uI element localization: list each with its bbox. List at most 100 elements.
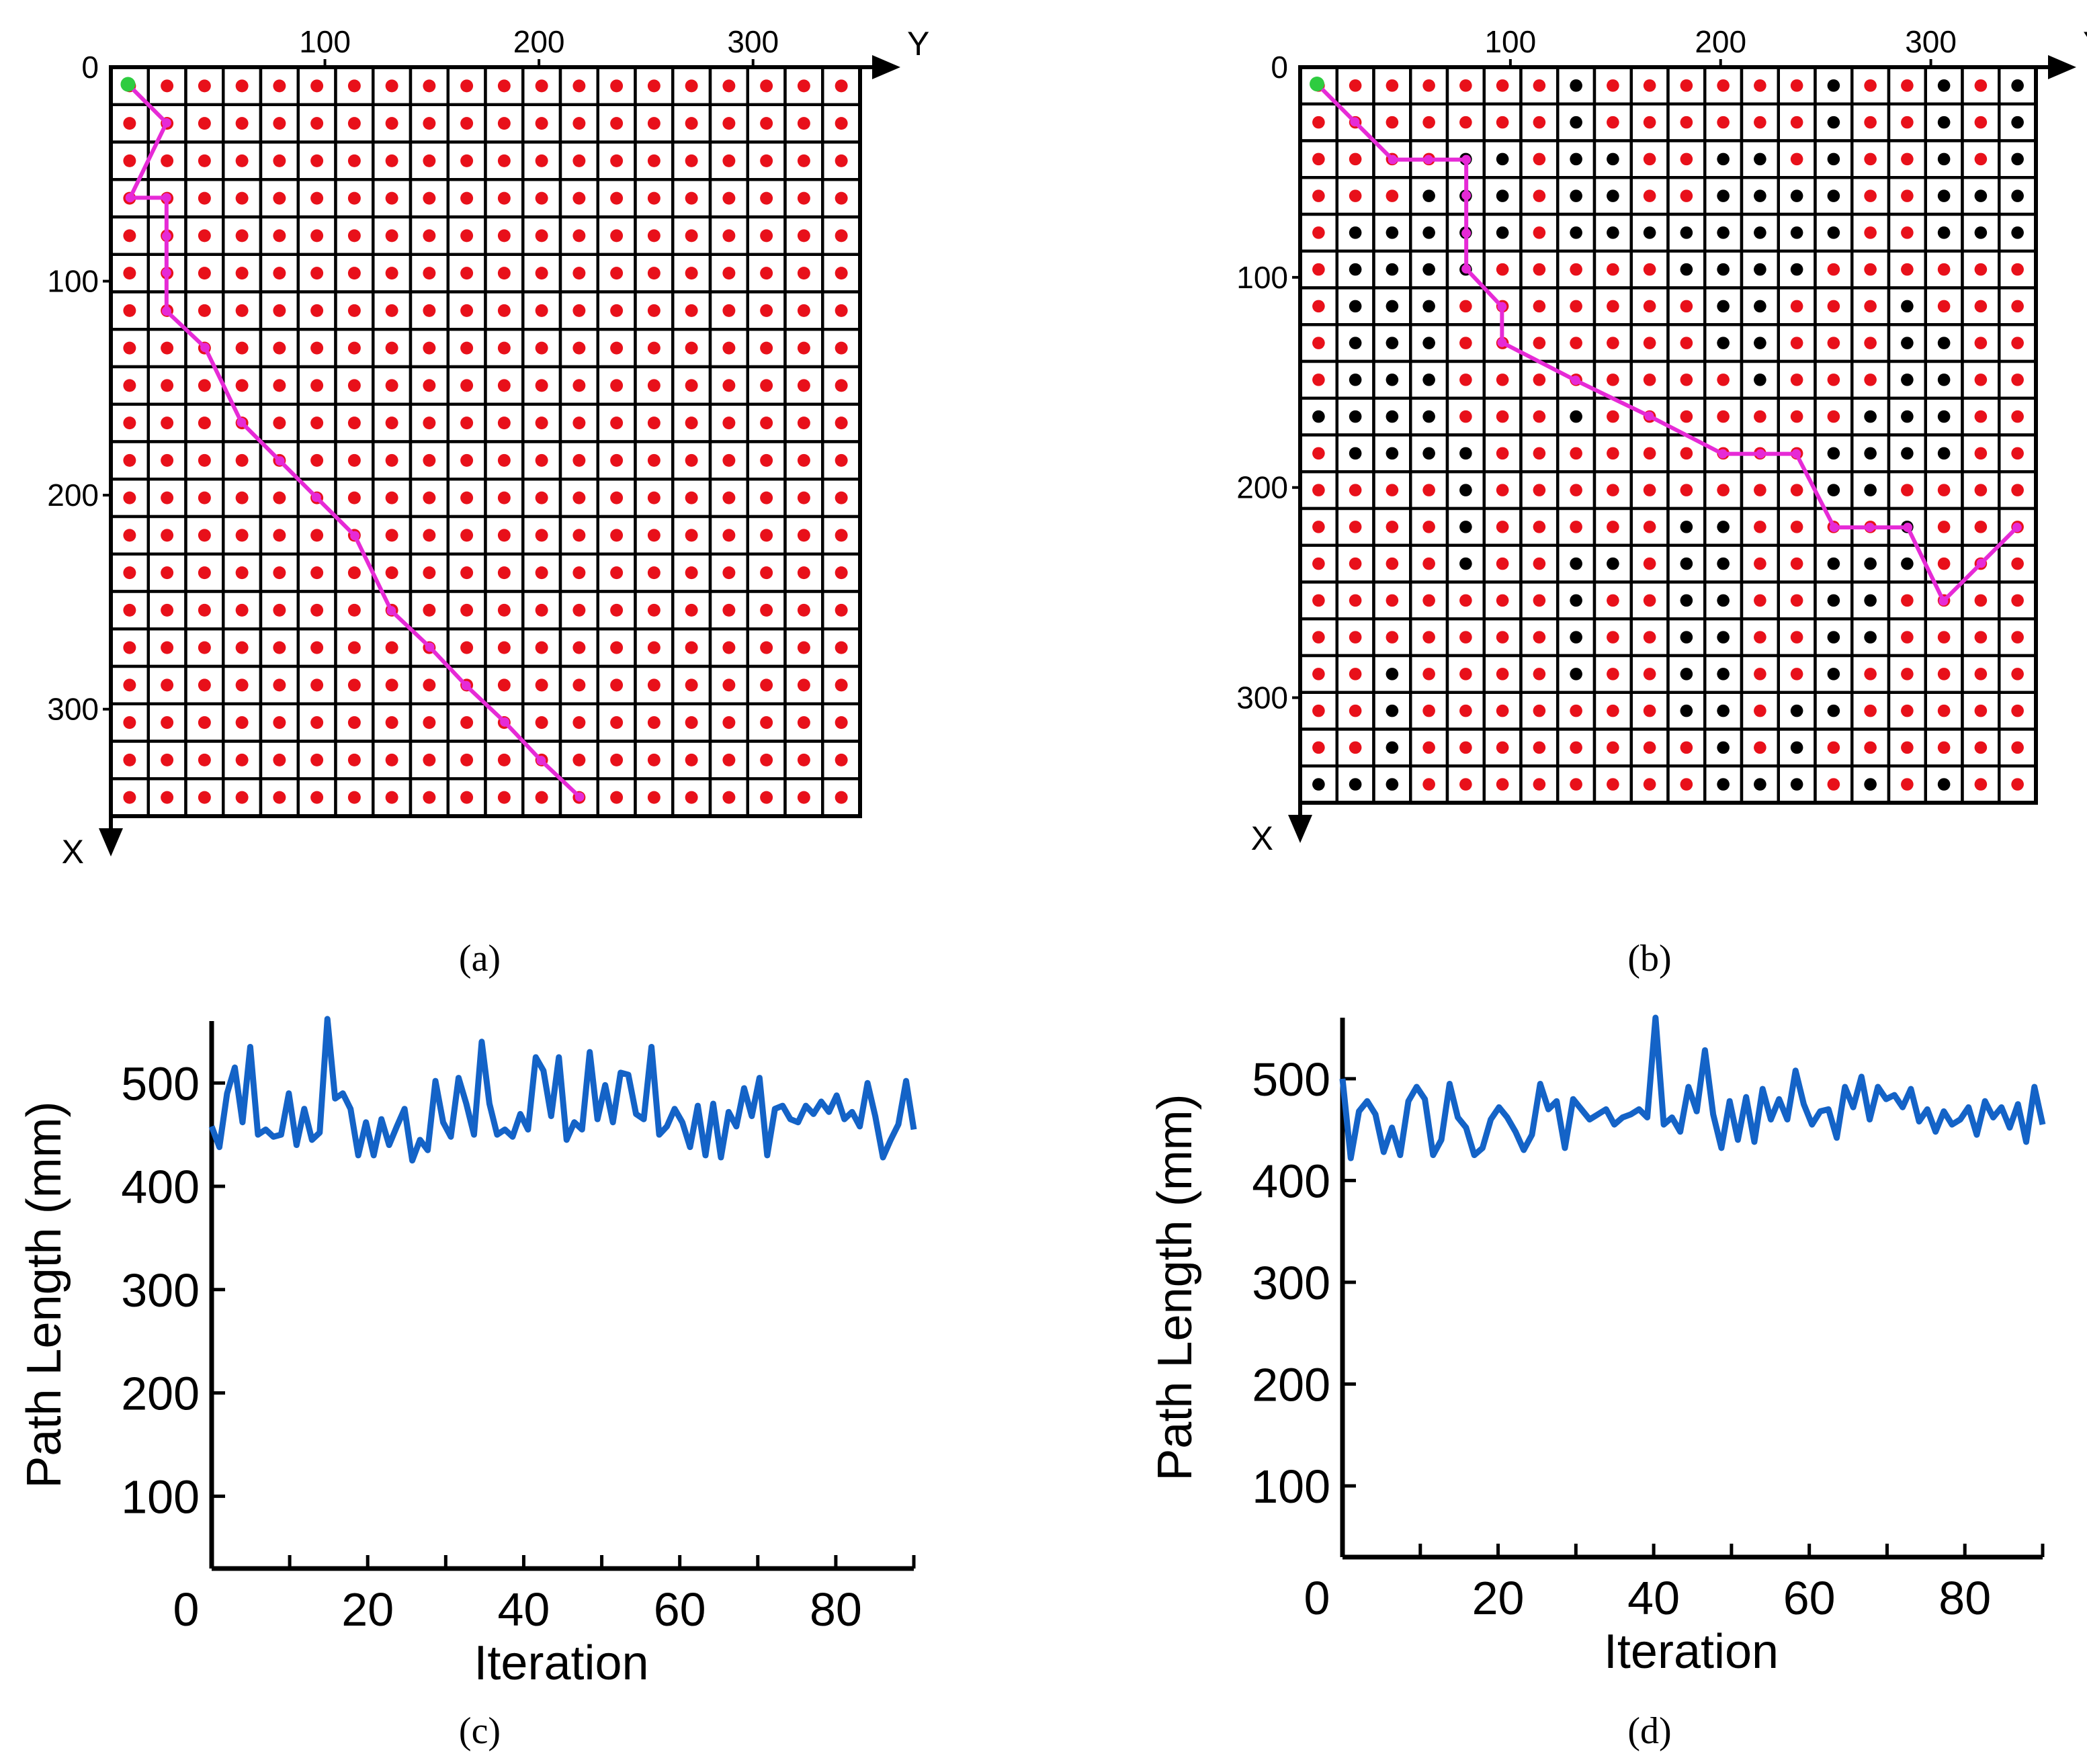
free-node (1864, 263, 1877, 276)
x-tick-label: 100 (1236, 260, 1288, 295)
path-node (125, 193, 135, 203)
free-node (572, 491, 586, 504)
free-node (1607, 594, 1619, 607)
free-node (647, 716, 661, 730)
free-node (310, 566, 324, 580)
free-node (535, 641, 548, 654)
free-node (1349, 741, 1362, 754)
path-node (2012, 523, 2022, 533)
y-axis-label: Path Length (mm) (1148, 1094, 1202, 1481)
free-node (497, 566, 511, 580)
free-node (1312, 741, 1325, 754)
free-node (647, 791, 661, 804)
free-node (1533, 704, 1546, 717)
obstacle-node (1386, 668, 1399, 680)
free-node (1533, 521, 1546, 533)
free-node (198, 753, 211, 766)
start-node (1310, 77, 1325, 92)
free-node (535, 791, 548, 804)
free-node (1349, 521, 1362, 533)
path-node (500, 717, 510, 727)
free-node (1680, 152, 1693, 166)
free-node (273, 566, 286, 580)
free-node (1349, 668, 1362, 680)
free-node (198, 453, 211, 467)
obstacle-node (1680, 557, 1693, 570)
free-node (1790, 521, 1803, 533)
free-node (1937, 704, 1951, 717)
free-node (123, 341, 136, 355)
obstacle-node (1754, 300, 1766, 313)
free-node (835, 453, 848, 467)
free-node (161, 154, 174, 167)
free-node (1386, 557, 1399, 570)
free-node (235, 753, 249, 766)
free-node (273, 641, 286, 654)
free-node (647, 79, 661, 93)
free-node (1533, 373, 1546, 386)
obstacle-node (1680, 594, 1693, 607)
obstacle-node (1349, 337, 1362, 349)
path-node (311, 492, 321, 502)
path-node (1497, 302, 1507, 312)
obstacle-node (1717, 594, 1730, 607)
free-node (423, 304, 436, 317)
obstacle-node (1717, 300, 1730, 313)
free-node (460, 529, 474, 542)
x-tick-label: 300 (1236, 680, 1288, 715)
obstacle-node (1937, 410, 1951, 423)
free-node (423, 716, 436, 730)
x-tick-label: 200 (47, 478, 99, 513)
x-axis-label: Iteration (474, 1636, 648, 1690)
free-node (1643, 631, 1656, 644)
obstacle-node (1901, 373, 1914, 386)
obstacle-node (1937, 152, 1951, 166)
path-node (161, 118, 171, 128)
obstacle-node (1790, 189, 1803, 202)
obstacle-node (1717, 521, 1730, 533)
obstacle-node (1422, 300, 1435, 313)
obstacle-node (1717, 189, 1730, 202)
free-node (347, 716, 361, 730)
free-node (1570, 484, 1582, 496)
grid-cell (409, 365, 450, 406)
free-node (1864, 300, 1877, 313)
free-node (2011, 778, 2024, 791)
free-node (310, 453, 324, 467)
path-node (1717, 449, 1728, 459)
x-tick-label: 0 (173, 1583, 200, 1636)
line-chart-d: 100 200 300 400 500 0 20 40 60 80 Iteration Path Le… (1148, 1014, 2046, 1679)
free-node (1643, 337, 1656, 349)
free-node (1901, 116, 1914, 129)
obstacle-node (1717, 778, 1730, 791)
obstacle-node (1790, 263, 1803, 276)
free-node (1864, 741, 1877, 754)
free-node (161, 566, 174, 580)
free-node (497, 641, 511, 654)
obstacle-node (1790, 704, 1803, 717)
free-node (1607, 263, 1619, 276)
free-node (1459, 300, 1472, 313)
free-node (2011, 373, 2024, 386)
free-node (1790, 79, 1803, 92)
free-node (722, 453, 736, 467)
free-node (722, 79, 736, 93)
path-node (1461, 155, 1472, 165)
free-node (722, 641, 736, 654)
free-node (572, 191, 586, 205)
obstacle-node (1864, 447, 1877, 460)
free-node (835, 416, 848, 430)
free-node (1533, 300, 1546, 313)
free-node (1864, 152, 1877, 166)
free-node (423, 117, 436, 130)
free-node (1422, 521, 1435, 533)
free-node (1496, 668, 1509, 680)
free-node (123, 304, 136, 317)
free-node (797, 229, 810, 242)
free-node (235, 191, 249, 205)
path-node (350, 531, 360, 541)
free-node (1422, 704, 1435, 717)
free-node (1496, 79, 1509, 92)
free-node (1827, 741, 1840, 754)
free-node (497, 753, 511, 766)
